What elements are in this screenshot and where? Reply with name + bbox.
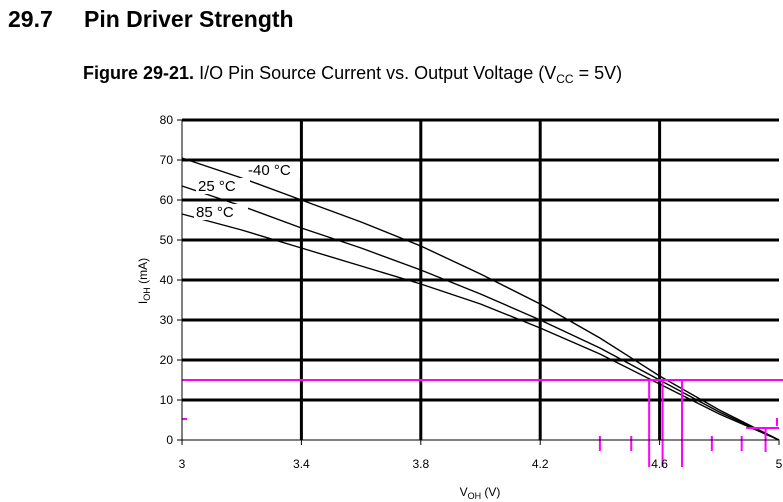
y-tick-label: 50 xyxy=(160,233,174,247)
annotation-markers xyxy=(182,379,783,467)
series-label-bg xyxy=(194,204,248,220)
y-tick-label: 80 xyxy=(160,113,174,127)
x-tick-label: 3.8 xyxy=(412,457,429,471)
x-tick-label: 4.6 xyxy=(651,457,668,471)
figure-label: Figure 29-21. xyxy=(83,63,195,83)
y-tick-label: 60 xyxy=(160,193,174,207)
x-tick-label: 3 xyxy=(179,457,186,471)
y-axis-title: IOH (mA) xyxy=(136,258,152,304)
y-tick-label: 30 xyxy=(160,313,174,327)
y-tick-label: 40 xyxy=(160,273,174,287)
series-label-bg xyxy=(196,178,250,194)
x-axis-title: VOH (V) xyxy=(460,485,501,501)
x-tick-label: 5 xyxy=(776,457,783,471)
series-line-1 xyxy=(181,185,780,441)
series-label-bg xyxy=(246,162,300,178)
y-tick-label: 10 xyxy=(160,393,174,407)
x-axis-title-main: V xyxy=(460,485,468,499)
series-label-0: -40 °C xyxy=(248,162,291,179)
y-tick-label: 70 xyxy=(160,153,174,167)
section-heading: 29.7 Pin Driver Strength xyxy=(8,6,294,33)
x-tick-label: 3.4 xyxy=(293,457,310,471)
y-tick-label: 0 xyxy=(166,433,173,447)
y-axis-title-sub: OH xyxy=(142,287,152,301)
section-number: 29.7 xyxy=(8,6,53,32)
figure-caption-subscript: CC xyxy=(556,72,574,86)
y-axis-title-main: I xyxy=(136,301,150,304)
x-axis-title-sub: OH xyxy=(468,491,482,501)
grid xyxy=(182,118,779,440)
figure-caption: Figure 29-21. I/O Pin Source Current vs.… xyxy=(83,63,622,86)
x-tick-label: 4.2 xyxy=(532,457,549,471)
series-line-2 xyxy=(181,213,780,441)
figure-caption-suffix: = 5V) xyxy=(573,63,623,83)
y-axis-title-unit: (mA) xyxy=(136,258,150,287)
series-lines xyxy=(181,157,780,441)
series-label-2: 85 °C xyxy=(196,204,234,221)
series-label-1: 25 °C xyxy=(198,178,236,195)
figure-caption-text: I/O Pin Source Current vs. Output Voltag… xyxy=(199,63,557,83)
x-axis-title-unit: (V) xyxy=(481,485,500,499)
series-line-0 xyxy=(181,157,780,441)
y-tick-label: 20 xyxy=(160,353,174,367)
section-title: Pin Driver Strength xyxy=(84,6,294,32)
axes xyxy=(177,119,780,445)
